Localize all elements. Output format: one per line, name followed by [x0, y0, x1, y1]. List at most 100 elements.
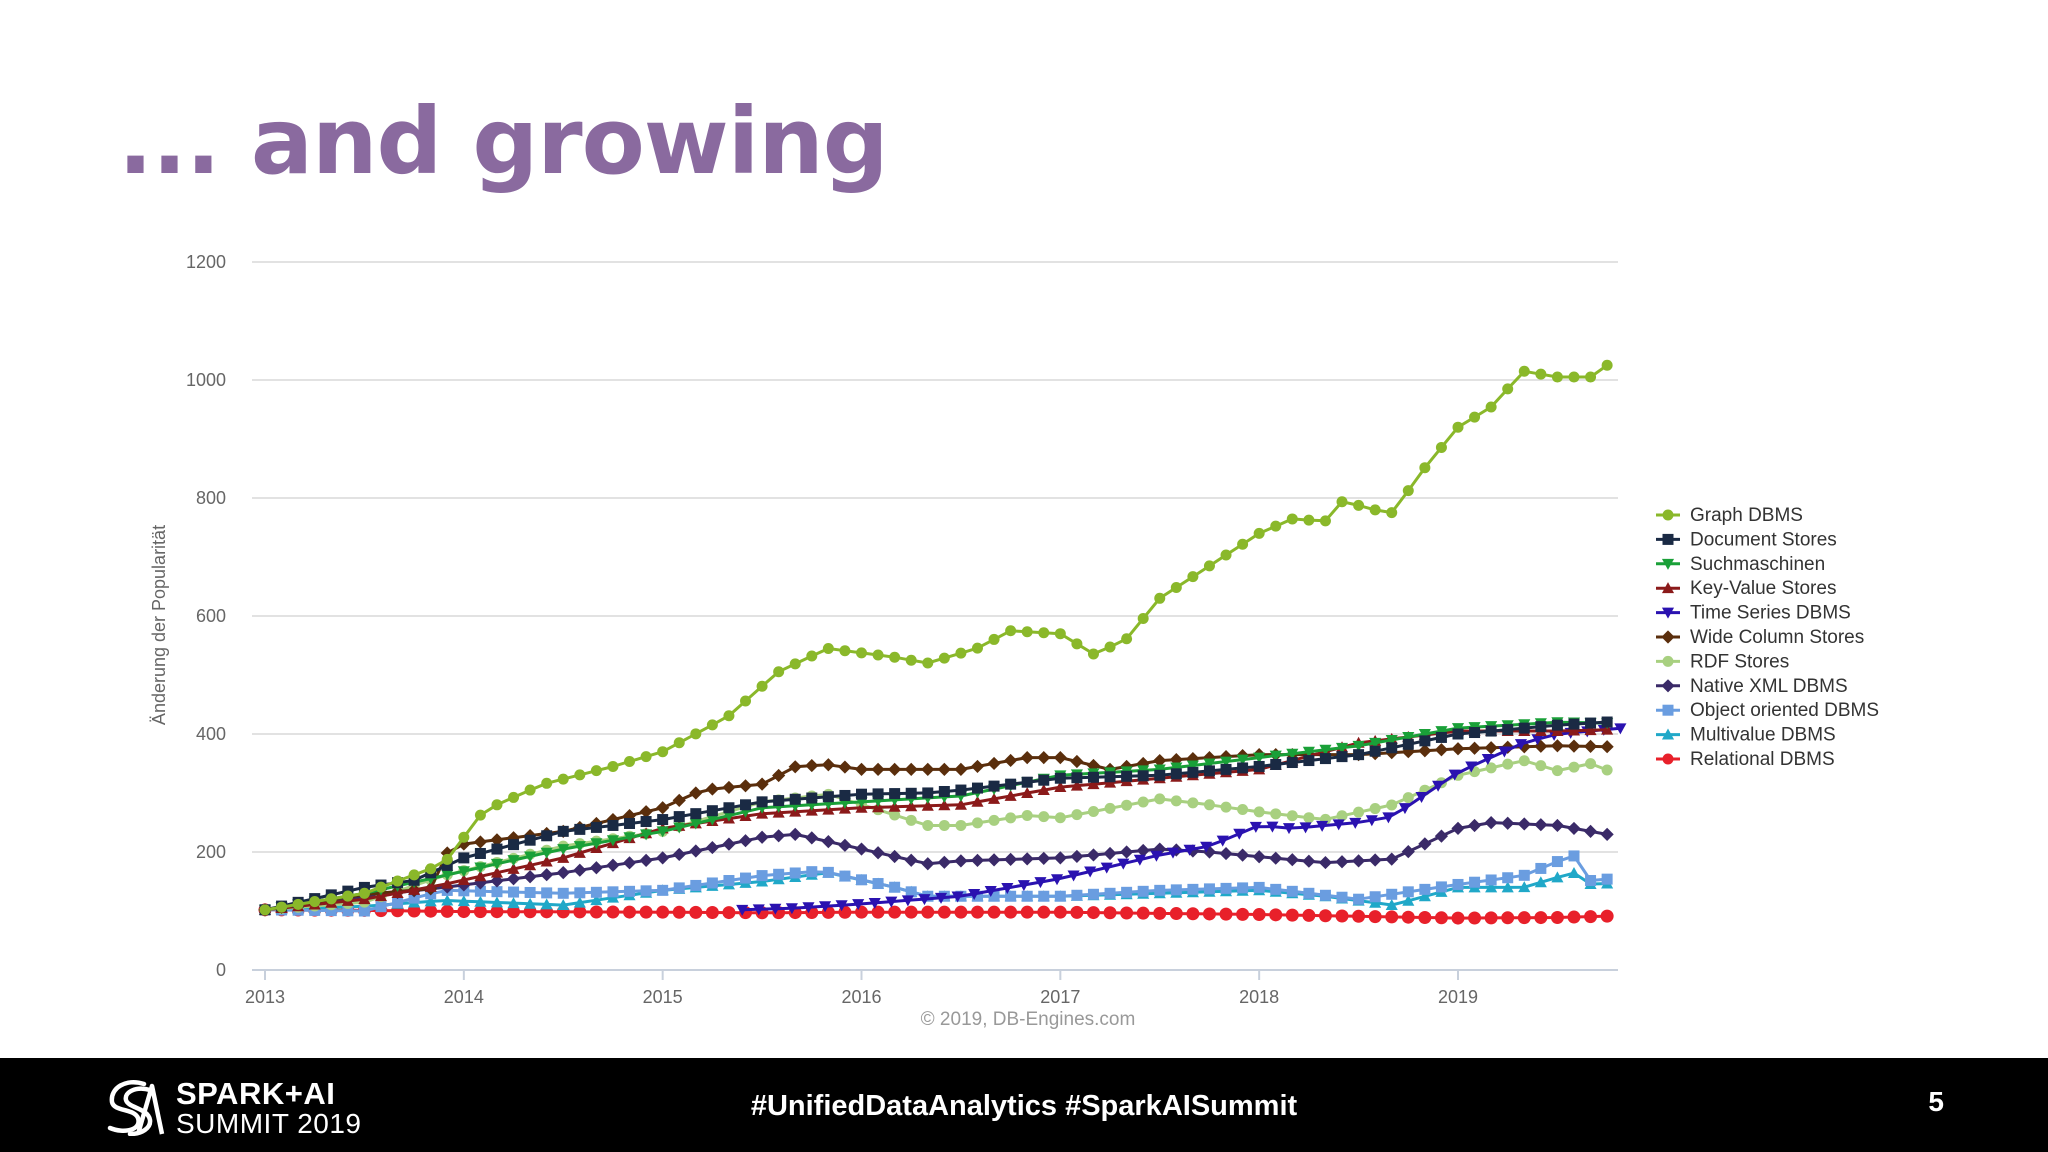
data-point-marker: [1319, 744, 1332, 756]
data-point-marker: [1402, 732, 1415, 743]
data-point-marker: [457, 895, 470, 907]
data-point-marker: [1435, 731, 1447, 743]
data-point-marker: [1070, 849, 1084, 864]
data-point-marker: [573, 841, 586, 853]
data-point-marker: [1551, 871, 1564, 883]
data-point-marker: [1451, 911, 1465, 925]
chart-credit: © 2019, DB-Engines.com: [921, 1009, 1136, 1030]
data-point-marker: [1398, 803, 1412, 815]
data-point-marker: [1220, 549, 1232, 561]
data-point-marker: [640, 829, 653, 841]
data-point-marker: [752, 904, 765, 916]
data-point-marker: [1518, 755, 1530, 767]
data-point-marker: [457, 905, 471, 919]
data-point-marker: [1170, 768, 1182, 780]
data-point-marker: [756, 796, 768, 808]
data-point-marker: [1661, 679, 1675, 693]
data-point-marker: [457, 873, 470, 885]
data-point-marker: [606, 905, 620, 919]
data-point-marker: [872, 878, 884, 890]
data-point-marker: [1053, 905, 1067, 919]
data-point-marker: [1451, 742, 1465, 756]
data-point-marker: [1318, 909, 1332, 923]
data-point-marker: [1434, 829, 1449, 843]
data-point-marker: [1382, 812, 1395, 824]
data-point-marker: [937, 905, 951, 919]
data-point-marker: [574, 769, 586, 781]
data-point-marker: [805, 758, 819, 773]
data-point-marker: [889, 809, 901, 821]
data-point-marker: [1369, 745, 1381, 757]
data-point-marker: [1154, 592, 1166, 604]
data-point-marker: [606, 812, 620, 827]
y-tick-label: 0: [216, 960, 226, 980]
footer-hashtags: #UnifiedDataAnalytics #SparkAISummit: [750, 1090, 1298, 1122]
data-point-marker: [624, 756, 636, 768]
data-point-marker: [507, 862, 520, 874]
data-point-marker: [968, 888, 981, 900]
data-point-marker: [1469, 411, 1481, 423]
data-point-marker: [1469, 876, 1481, 888]
data-point-marker: [1170, 795, 1182, 807]
data-point-marker: [1285, 853, 1299, 867]
data-point-marker: [1501, 911, 1515, 925]
data-point-marker: [888, 849, 902, 864]
data-point-marker: [1518, 869, 1530, 881]
data-point-marker: [1133, 854, 1146, 866]
data-point-marker: [1352, 909, 1366, 923]
data-point-marker: [904, 853, 918, 867]
data-point-marker: [1567, 739, 1581, 753]
data-point-marker: [938, 799, 951, 811]
data-point-marker: [1485, 881, 1498, 893]
data-point-marker: [424, 895, 437, 907]
data-point-marker: [987, 853, 1001, 867]
data-point-marker: [1038, 890, 1050, 902]
data-point-marker: [508, 791, 520, 803]
data-point-marker: [988, 890, 1000, 902]
data-point-marker: [1236, 907, 1250, 921]
data-point-marker: [1336, 810, 1348, 822]
data-point-marker: [1087, 888, 1099, 900]
data-point-marker: [391, 887, 404, 899]
data-point-marker: [474, 809, 486, 821]
data-point-marker: [1534, 818, 1548, 832]
data-point-marker: [1037, 751, 1051, 765]
data-point-marker: [325, 905, 337, 917]
data-point-marker: [822, 866, 834, 878]
data-point-marker: [1004, 753, 1018, 768]
data-point-marker: [557, 887, 569, 899]
data-point-marker: [871, 762, 885, 776]
data-point-marker: [1020, 751, 1034, 765]
data-point-marker: [1266, 821, 1279, 833]
data-point-marker: [1386, 888, 1398, 900]
data-point-marker: [590, 838, 603, 850]
data-point-marker: [1086, 906, 1100, 920]
data-point-marker: [1153, 906, 1167, 920]
data-point-marker: [971, 642, 983, 654]
data-point-marker: [1285, 908, 1299, 922]
data-point-marker: [1021, 626, 1033, 638]
data-point-marker: [1086, 848, 1101, 862]
data-point-marker: [1567, 821, 1581, 836]
legend-label: Multivalue DBMS: [1690, 725, 1836, 746]
data-point-marker: [1186, 907, 1200, 921]
data-point-marker: [1216, 835, 1229, 847]
data-point-marker: [474, 847, 486, 859]
y-tick-label: 400: [196, 724, 226, 744]
data-point-marker: [970, 905, 984, 919]
data-point-marker: [1336, 751, 1348, 763]
data-point-marker: [1502, 872, 1514, 884]
data-point-marker: [1253, 806, 1265, 818]
data-point-marker: [1286, 885, 1298, 897]
y-tick-label: 600: [196, 606, 226, 626]
data-point-marker: [557, 773, 569, 785]
data-point-marker: [673, 882, 685, 894]
data-point-marker: [1187, 571, 1199, 583]
data-point-marker: [755, 777, 769, 791]
data-point-marker: [1319, 753, 1331, 765]
data-point-marker: [785, 903, 798, 915]
data-point-marker: [540, 855, 553, 867]
data-point-marker: [1070, 779, 1083, 791]
data-point-marker: [1286, 748, 1299, 760]
data-point-marker: [706, 814, 719, 826]
